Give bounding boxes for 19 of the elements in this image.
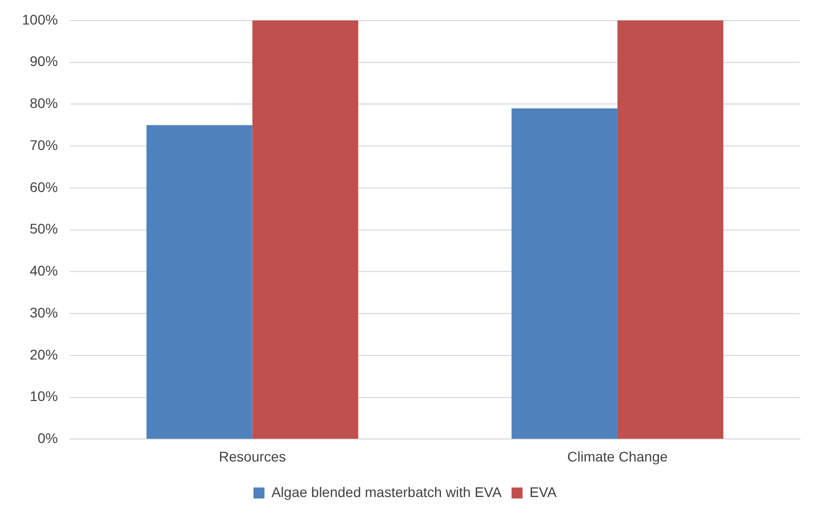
y-tick-label: 70% (30, 136, 58, 153)
legend-label: EVA (530, 484, 558, 500)
y-tick-label: 0% (38, 430, 58, 446)
y-tick-label: 30% (30, 304, 58, 320)
x-tick-label: Climate Change (567, 448, 668, 464)
x-tick-label: Resources (218, 448, 286, 464)
bar (252, 20, 358, 439)
y-tick-label: 60% (30, 178, 58, 195)
legend-label: Algae blended masterbatch with EVA (271, 484, 502, 500)
bar (512, 108, 618, 439)
y-tick-label: 10% (30, 388, 58, 404)
y-tick-label: 100% (22, 11, 58, 28)
bar (617, 20, 724, 439)
y-tick-label: 50% (30, 220, 58, 237)
y-tick-label: 20% (30, 346, 58, 362)
bar (146, 125, 252, 439)
y-tick-label: 40% (30, 262, 58, 279)
y-tick-label: 90% (30, 53, 58, 70)
y-tick-label: 80% (30, 95, 58, 112)
